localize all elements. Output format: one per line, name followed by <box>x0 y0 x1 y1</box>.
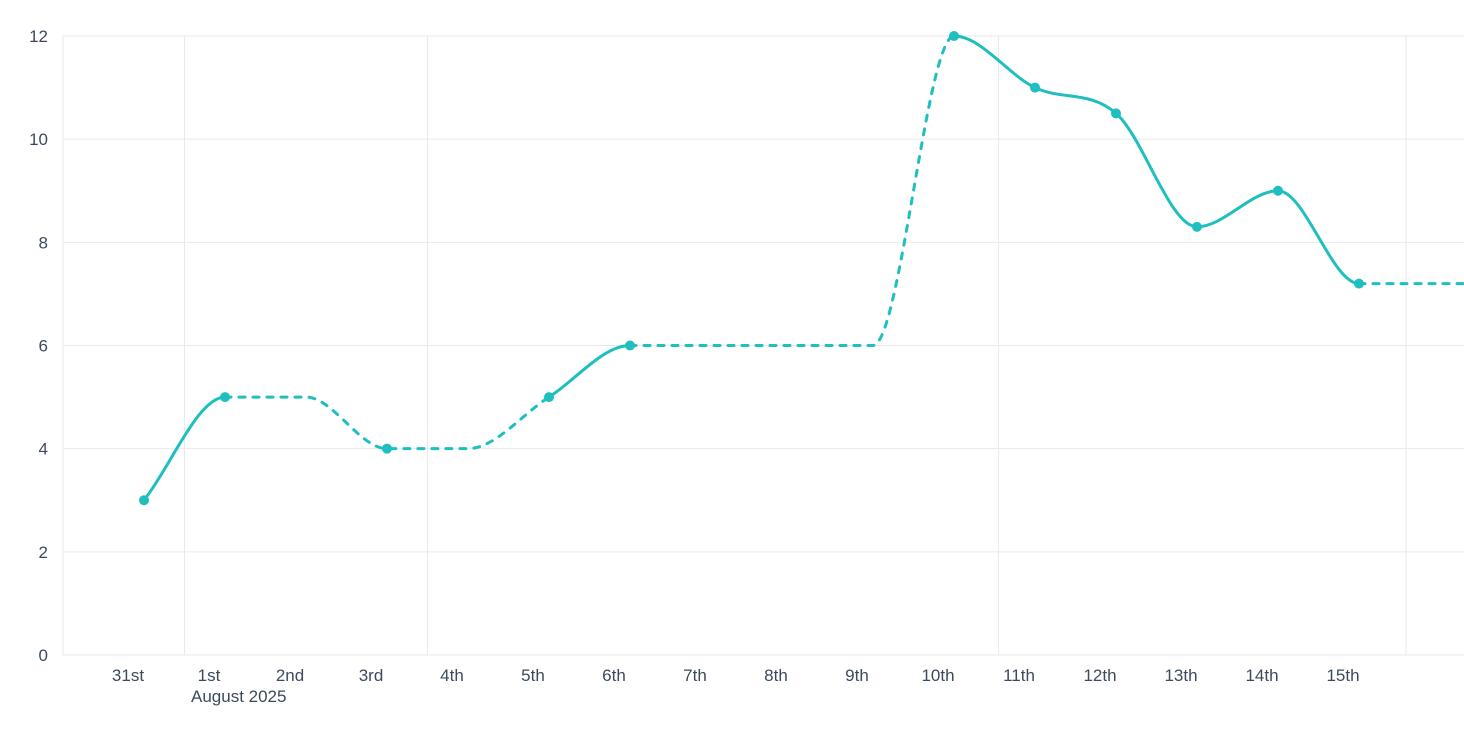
data-point-marker[interactable] <box>382 443 392 454</box>
x-axis-tick-label: 5th <box>521 666 545 685</box>
series-line <box>142 34 1464 502</box>
data-point-marker[interactable] <box>625 340 635 351</box>
x-axis-tick-label: 3rd <box>359 666 384 685</box>
y-axis-labels: 0 2 4 6 8 10 12 <box>29 27 48 665</box>
x-axis-tick-label: 31st <box>112 666 144 685</box>
x-axis-tick-label: 14th <box>1245 666 1278 685</box>
data-point-marker[interactable] <box>1354 278 1364 289</box>
data-point-marker[interactable] <box>220 392 230 403</box>
y-axis-tick-label: 8 <box>39 233 48 252</box>
data-points <box>139 31 1364 506</box>
x-axis-tick-label: 9th <box>845 666 869 685</box>
data-point-marker[interactable] <box>544 392 554 403</box>
data-point-marker[interactable] <box>1111 108 1121 119</box>
x-axis-tick-label: 10th <box>921 666 954 685</box>
y-axis-tick-label: 6 <box>39 337 48 356</box>
x-axis-tick-label: 7th <box>683 666 707 685</box>
data-point-marker[interactable] <box>1030 82 1040 93</box>
data-point-marker[interactable] <box>139 495 149 506</box>
line-segment-solid <box>547 344 632 399</box>
y-axis-tick-label: 0 <box>39 646 48 665</box>
x-axis-tick-label: 11th <box>1003 666 1035 685</box>
line-segment-dashed <box>628 34 956 348</box>
data-point-marker[interactable] <box>949 31 959 41</box>
line-segment-solid <box>952 34 1361 286</box>
data-point-marker[interactable] <box>1192 221 1202 232</box>
x-axis-tick-label: 2nd <box>276 666 304 685</box>
x-axis-tick-label: 13th <box>1164 666 1197 685</box>
y-axis-tick-label: 10 <box>29 130 48 149</box>
y-axis-tick-label: 12 <box>29 27 48 46</box>
x-axis-month-label: August 2025 <box>191 687 286 706</box>
x-axis-tick-label: 8th <box>764 666 788 685</box>
x-axis-tick-label: 1st <box>198 666 221 685</box>
gridlines <box>62 35 1464 656</box>
line-segment-dashed <box>223 395 551 451</box>
x-axis-tick-label: 12th <box>1083 666 1116 685</box>
data-point-marker[interactable] <box>1273 185 1283 196</box>
y-axis-tick-label: 2 <box>39 543 48 562</box>
y-axis-tick-label: 4 <box>39 440 48 459</box>
x-axis-tick-label: 4th <box>440 666 464 685</box>
x-axis-tick-label: 6th <box>602 666 626 685</box>
x-axis-tick-label: 15th <box>1326 666 1359 685</box>
x-axis-labels: 31st 1st 2nd 3rd 4th 5th 6th 7th 8th 9th 10th 11th 1… <box>112 666 1360 706</box>
line-segment-solid <box>142 395 227 502</box>
